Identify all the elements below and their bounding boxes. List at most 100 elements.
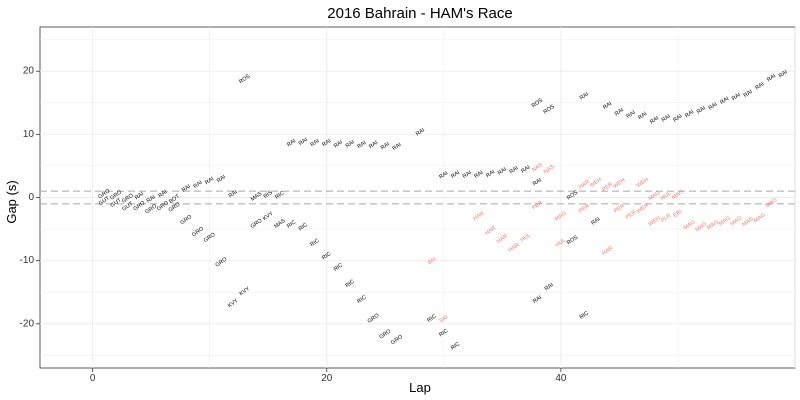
point-label: RAI (637, 111, 648, 121)
point-label-highlight: PER (578, 203, 591, 214)
x-tick-label: 40 (555, 373, 567, 384)
point-label: RAI (766, 73, 777, 83)
point-label: KVY (239, 286, 252, 297)
point-label: RAI (310, 138, 321, 148)
point-label-highlight: HAR (508, 242, 521, 254)
y-tick-label: 20 (23, 66, 35, 77)
point-label: RAI (649, 115, 660, 125)
point-label: RIC (356, 295, 367, 305)
point-label-highlight: PER (531, 200, 544, 211)
point-label: RAI (193, 180, 204, 190)
y-tick-label: -10 (20, 255, 35, 266)
point-label: BOT (168, 193, 181, 205)
point-label-highlight: NAS (531, 162, 544, 174)
reference-lines (40, 190, 795, 205)
point-label: RAI (778, 69, 789, 79)
point-label-highlight: HUL (555, 237, 567, 248)
point-label: RIC (309, 238, 320, 248)
point-label: RAI (473, 169, 484, 179)
axes: 0 20 40 -20 -10 0 10 20 (20, 66, 567, 384)
point-label: RAI (696, 105, 707, 115)
point-label: RAI (579, 91, 590, 101)
point-label: RIC (427, 314, 438, 324)
x-tick-label: 20 (321, 373, 333, 384)
point-label: RAI (743, 89, 754, 99)
point-label-highlight: HUL (660, 191, 672, 202)
grid-lines (40, 27, 796, 368)
point-label: ROS (566, 190, 579, 202)
point-label: RAI (708, 101, 719, 111)
point-label-highlight: HAR (496, 233, 509, 245)
point-label: RIC (286, 219, 297, 229)
point-label: RAI (356, 140, 367, 150)
point-label: RAI (204, 176, 215, 186)
point-label: GUT (121, 201, 134, 213)
point-label: RAI (380, 141, 391, 151)
point-label-highlight: SAI (438, 314, 449, 324)
point-label: RAI (368, 140, 379, 150)
point-label: RAI (614, 107, 625, 117)
point-label: ROS (566, 234, 579, 246)
point-label: RAI (544, 282, 555, 292)
point-label: RAI (146, 194, 157, 204)
point-label: RAI (345, 139, 356, 149)
point-label: KVY (227, 298, 240, 309)
point-label: KVY (262, 211, 275, 222)
point-label: RAI (134, 191, 145, 201)
point-label: GUT (98, 195, 111, 207)
y-tick-label: 0 (28, 192, 34, 203)
point-label: RAI (485, 169, 496, 179)
point-label: RAI (672, 113, 683, 123)
point-label: RAI (684, 109, 695, 119)
point-label-highlight: HUL (520, 232, 532, 243)
point-label: RAI (602, 101, 613, 111)
point-label-highlight: PLR (660, 213, 672, 224)
point-label: RIC (333, 262, 344, 272)
point-label: MAS (273, 218, 286, 230)
point-label: RAI (321, 138, 332, 148)
point-label: RIS (263, 190, 274, 200)
point-label: RAI (626, 109, 637, 119)
point-label: RAI (298, 137, 309, 147)
point-label-highlight: HAR (578, 179, 591, 191)
point-label: RAI (462, 169, 473, 179)
chart-title: 2016 Bahrain - HAM's Race (327, 5, 512, 22)
point-label: RAI (181, 183, 192, 193)
point-label: RAI (392, 142, 403, 152)
point-label: RIC (450, 341, 461, 351)
y-tick-label: 10 (23, 129, 35, 140)
point-label-highlight: NAS (543, 164, 556, 176)
point-label: RAI (719, 96, 730, 106)
point-label: RAI (731, 92, 742, 102)
point-label: RAI (754, 81, 765, 91)
point-label-highlight: PER (625, 209, 638, 220)
point-label: RAI (216, 174, 227, 184)
point-label: RAI (532, 177, 543, 187)
point-label: ROS (531, 97, 544, 109)
point-label: RIC (345, 279, 356, 289)
point-label: RAI (497, 166, 508, 176)
point-label: RIC (321, 251, 332, 261)
point-label: MAS (250, 191, 263, 203)
point-label: RIC (274, 190, 285, 200)
point-label-highlight: PER (601, 182, 614, 193)
point-label: RAI (333, 139, 344, 149)
y-tick-label: -20 (20, 318, 35, 329)
x-tick-label: 0 (90, 373, 96, 384)
point-label: RAI (157, 189, 168, 199)
point-label: RIC (438, 328, 449, 338)
point-label-highlight: ERI (672, 209, 683, 219)
point-label: RAI (438, 170, 449, 180)
point-label: RAI (520, 164, 531, 174)
point-label: RAI (661, 113, 672, 123)
point-label: RAI (286, 138, 297, 148)
point-label: RAI (228, 189, 239, 199)
point-label: RIC (298, 222, 309, 232)
point-label: GUT (110, 197, 123, 209)
point-label-highlight: HAR (484, 225, 497, 237)
point-label: ROS (543, 104, 556, 116)
point-label: ROS (238, 73, 251, 85)
point-label-highlight: PER (613, 203, 626, 214)
point-label: RAI (450, 169, 461, 179)
